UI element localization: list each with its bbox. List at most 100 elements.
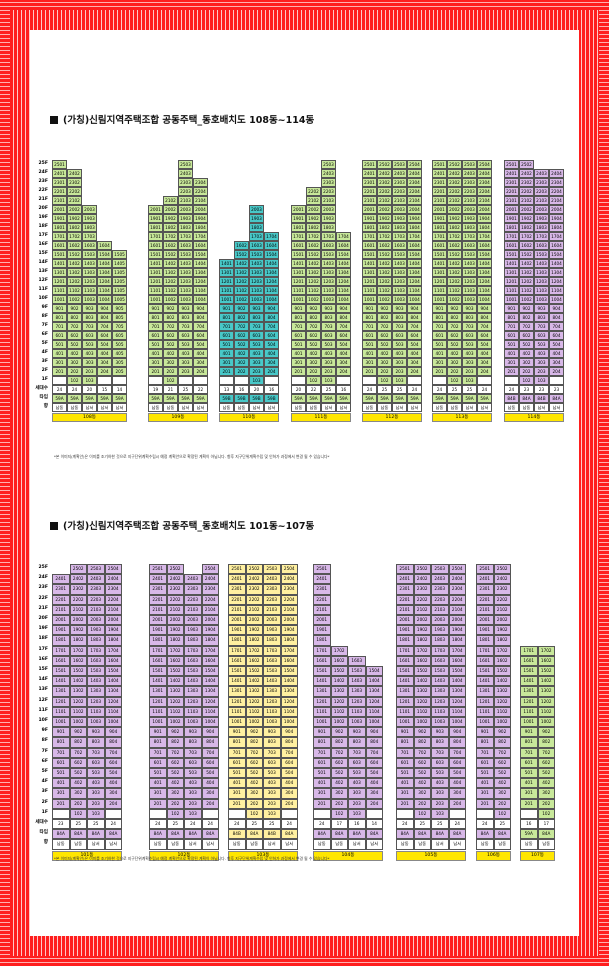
unit-cell: 404 [201,778,219,789]
unit-cell: 501 [362,340,377,349]
unit-type-cell: 84A [519,394,534,403]
unit-cell: 2201 [228,594,246,605]
unit-cell: 1501 [432,250,447,259]
unit-cell: 1902 [163,214,178,223]
unit-cell: 1502 [69,666,87,677]
unit-cell: 2502 [413,564,431,575]
unit-cell: 302 [163,358,178,367]
unit-cell: 901 [313,727,331,738]
unit-cell: 402 [234,349,249,358]
unit-cell: 504 [104,768,122,779]
unit-cell: 2101 [52,604,70,615]
unit-cell: 1401 [504,259,519,268]
unit-cell: 1001 [228,717,246,728]
unit-cell: 204 [264,367,279,376]
unit-cell: 403 [534,349,549,358]
unit-cell: 1504 [407,250,422,259]
unit-cell: 1201 [291,277,306,286]
unit-cell: 1101 [313,706,331,717]
unit-cell: 1604 [549,241,564,250]
unit-cell: 1603 [392,241,407,250]
unit-cell: 1003 [82,295,97,304]
unit-direction-cell: 남동 [447,403,462,412]
floor-label: 6F [41,332,48,337]
unit-cell: 1601 [432,241,447,250]
unit-cell: 1502 [306,250,321,259]
unit-cell: 204 [365,798,383,809]
unit-direction-cell: 남동 [306,403,321,412]
unit-cell: 1302 [163,268,178,277]
unit-cell: 504 [448,768,466,779]
unit-count-cell: 23 [549,385,564,394]
unit-cell: 1704 [104,645,122,656]
floor-label: 2F [41,368,48,373]
unit-cell: 2003 [462,205,477,214]
unit-cell: 902 [413,727,431,738]
unit-cell: 1404 [477,259,492,268]
unit-cell: 1701 [291,232,306,241]
unit-cell: 2103 [392,196,407,205]
unit-cell: 1804 [477,223,492,232]
unit-cell: 1401 [362,259,377,268]
unit-count-cell: 24 [432,385,447,394]
unit-cell: 1901 [228,625,246,636]
unit-cell: 1301 [504,268,519,277]
unit-count-cell: 13 [219,385,234,394]
unit-cell: 1802 [163,223,178,232]
unit-cell: 103 [348,808,366,819]
floor-label: 21F [38,605,48,611]
unit-cell: 1302 [519,268,534,277]
unit-cell: 1002 [166,717,184,728]
unit-cell: 1502 [377,250,392,259]
unit-cell: 403 [392,349,407,358]
unit-cell: 2401 [476,574,494,585]
unit-cell: 1602 [67,241,82,250]
unit-count-cell: 25 [166,819,184,830]
unit-cell: 103 [184,808,202,819]
unit-type-cell: 84A [184,829,202,840]
unit-cell: 2403 [178,169,193,178]
unit-cell: 1804 [448,635,466,646]
unit-cell: 1602 [166,655,184,666]
unit-cell: 404 [280,778,298,789]
floor-label: 21F [38,197,48,202]
unit-cell: 1903 [87,625,105,636]
unit-cell: 1004 [280,717,298,728]
unit-count-cell: 25 [321,385,336,394]
row-label-direction: 향 [43,404,48,409]
unit-cell: 1004 [201,717,219,728]
unit-cell: 1402 [413,676,431,687]
unit-cell: 2104 [477,196,492,205]
unit-cell: 1203 [431,696,449,707]
unit-cell: 2501 [52,160,67,169]
unit-cell: 1703 [178,232,193,241]
unit-cell: 803 [534,313,549,322]
unit-cell: 405 [112,349,127,358]
unit-cell: 1001 [504,295,519,304]
unit-cell: 1202 [234,277,249,286]
unit-cell: 603 [321,331,336,340]
unit-cell: 1402 [245,676,263,687]
unit-cell: 1604 [407,241,422,250]
unit-cell: 1902 [377,214,392,223]
floor-label: 14F [38,260,48,265]
unit-cell: 1305 [112,268,127,277]
unit-cell: 602 [447,331,462,340]
unit-cell: 1303 [178,268,193,277]
unit-direction-cell: 남동 [493,839,511,850]
unit-direction-cell: 남서 [280,839,298,850]
floor-label: 17F [38,233,48,238]
unit-cell: 1304 [280,686,298,697]
unit-cell: 1403 [431,676,449,687]
unit-cell: 2001 [228,615,246,626]
unit-direction-cell: 남동 [377,403,392,412]
unit-cell: 2203 [462,187,477,196]
unit-cell: 2002 [447,205,462,214]
unit-cell: 603 [348,757,366,768]
unit-cell: 701 [520,747,538,758]
unit-cell: 1802 [413,635,431,646]
unit-cell: 601 [504,331,519,340]
unit-cell: 601 [362,331,377,340]
unit-cell: 2104 [448,604,466,615]
unit-cell: 103 [82,376,97,385]
